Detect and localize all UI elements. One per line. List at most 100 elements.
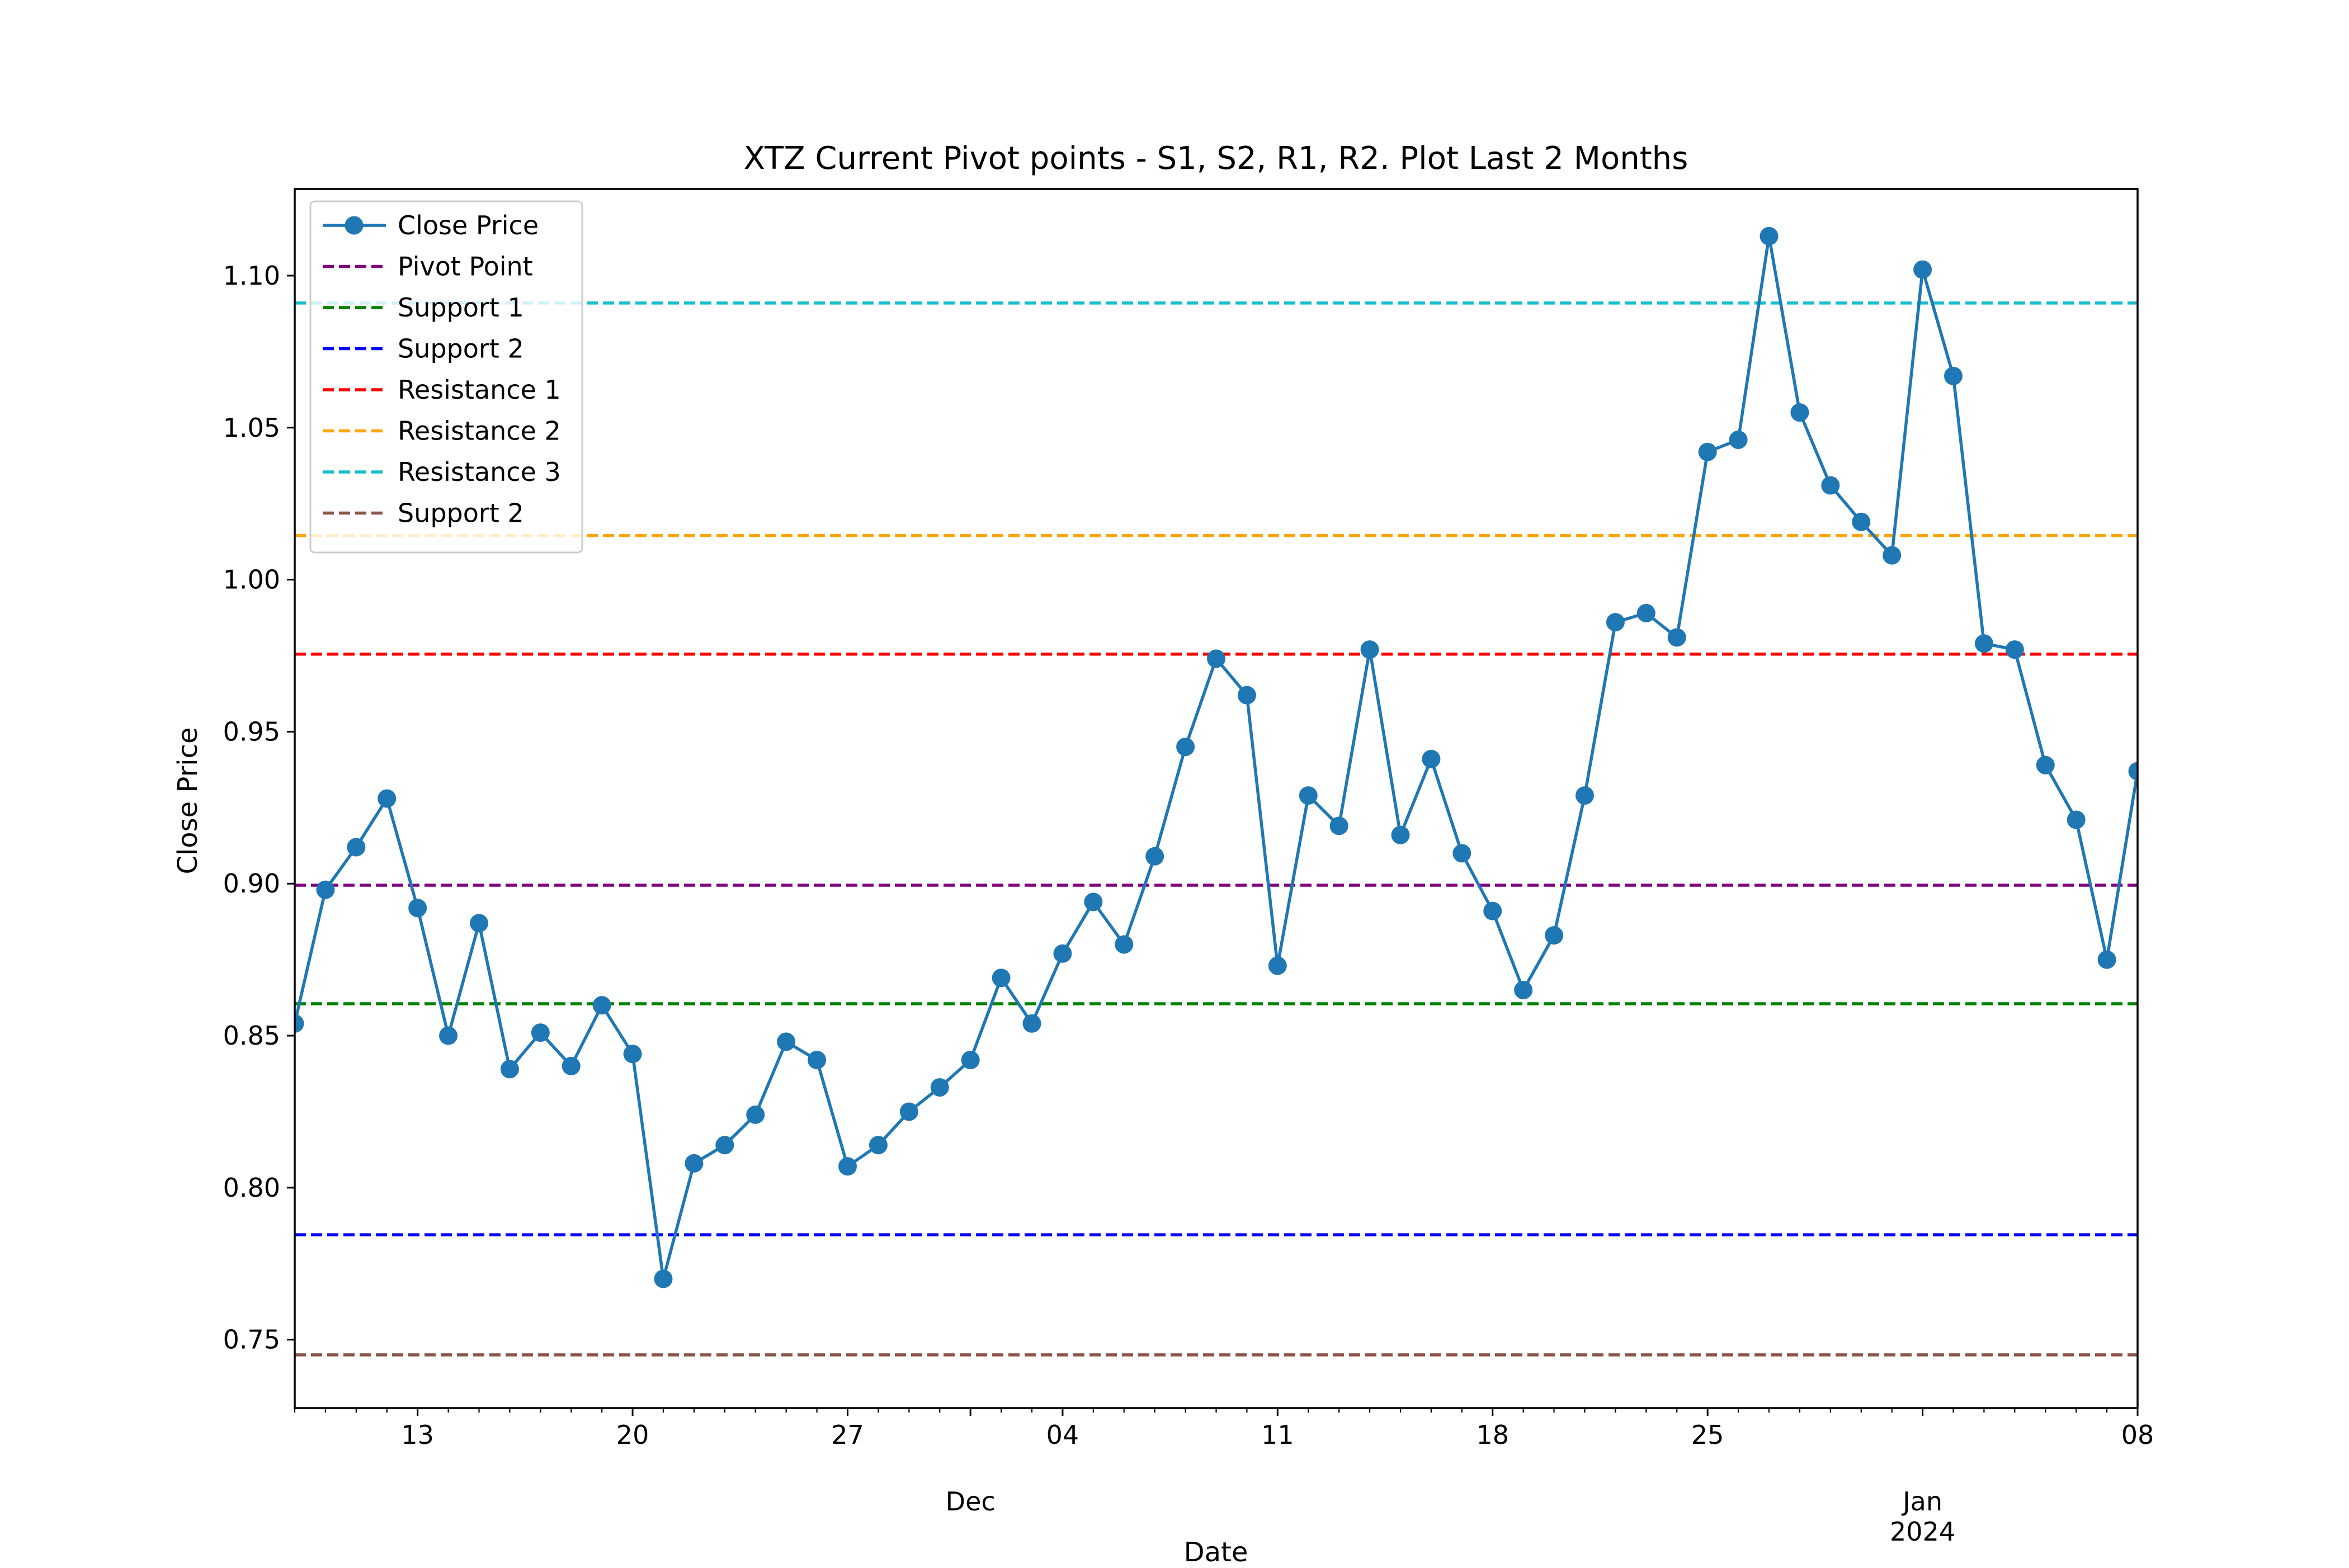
- legend-label-support-2-3: Support 2: [398, 334, 524, 364]
- x-tick-label-2023-12-18: 18: [1476, 1420, 1509, 1450]
- close-price-point-56: [2005, 640, 2024, 659]
- close-price-point-51: [1852, 512, 1871, 531]
- close-price-point-7: [500, 1060, 519, 1079]
- close-price-point-9: [562, 1056, 581, 1075]
- x-tick-label-2023-12-04: 04: [1046, 1420, 1079, 1450]
- y-tick-label-0.95: 0.95: [223, 716, 280, 747]
- close-price-point-43: [1606, 613, 1625, 632]
- x-month-label-line-1: 2024: [1890, 1517, 1955, 1547]
- close-price-point-29: [1176, 738, 1195, 757]
- close-price-point-11: [623, 1045, 642, 1064]
- plot-content: [295, 226, 2138, 1357]
- close-price-point-32: [1268, 956, 1287, 975]
- close-price-point-47: [1729, 431, 1748, 450]
- close-price-point-10: [592, 996, 611, 1015]
- x-month-label-2024-01-01: Jan 2024: [1890, 1486, 1955, 1547]
- close-price-point-30: [1207, 649, 1225, 668]
- close-price-point-34: [1329, 816, 1348, 835]
- x-tick-label-2023-11-13: 13: [401, 1420, 434, 1450]
- close-price-point-28: [1145, 847, 1164, 866]
- close-price-point-59: [2097, 950, 2116, 969]
- close-price-point-35: [1360, 640, 1379, 659]
- close-price-point-6: [470, 914, 488, 933]
- legend-label-resistance-1-4: Resistance 1: [398, 375, 561, 405]
- legend: Close Price Pivot Point Support 1 Support 2…: [309, 200, 583, 554]
- close-price-point-55: [1974, 634, 1993, 653]
- x-month-label-line-0: Jan: [1901, 1486, 1942, 1517]
- y-tick-label-1.10: 1.10: [223, 261, 280, 291]
- plot-area: [295, 226, 2138, 1357]
- close-price-point-53: [1913, 260, 1932, 279]
- x-month-label-line-0: Dec: [946, 1486, 996, 1517]
- x-axis-label: Date: [1184, 1537, 1248, 1566]
- y-tick-label-0.80: 0.80: [223, 1173, 280, 1203]
- close-price-point-42: [1576, 786, 1594, 805]
- x-tick-label-2023-11-20: 20: [616, 1420, 649, 1450]
- x-tick-label-2023-12-11: 11: [1261, 1420, 1294, 1450]
- close-price-point-14: [715, 1136, 734, 1155]
- close-price-point-1: [316, 880, 335, 899]
- x-tick-label-2024-01-08: 08: [2121, 1420, 2154, 1450]
- close-price-point-58: [2067, 810, 2086, 829]
- close-price-point-44: [1636, 603, 1655, 622]
- close-price-point-26: [1084, 892, 1103, 911]
- close-price-point-45: [1667, 628, 1686, 647]
- close-price-point-12: [654, 1269, 673, 1288]
- close-price-point-31: [1237, 686, 1256, 705]
- close-price-point-46: [1698, 442, 1717, 461]
- close-price-point-33: [1299, 786, 1318, 805]
- close-price-point-8: [531, 1023, 550, 1042]
- y-tick-label-0.85: 0.85: [223, 1021, 280, 1051]
- close-price-point-13: [685, 1154, 704, 1173]
- y-tick-label-0.75: 0.75: [223, 1325, 280, 1355]
- close-price-point-38: [1452, 844, 1471, 863]
- close-price-point-18: [838, 1157, 857, 1176]
- close-price-point-0: [295, 1014, 304, 1033]
- close-price-point-49: [1790, 403, 1809, 422]
- close-price-point-24: [1022, 1014, 1041, 1033]
- x-tick-label-2023-12-25: 25: [1691, 1420, 1724, 1450]
- close-price-point-36: [1391, 825, 1410, 844]
- close-price-point-27: [1115, 935, 1134, 954]
- close-price-point-19: [869, 1136, 888, 1155]
- legend-label-close-price-0: Close Price: [398, 210, 539, 240]
- close-price-point-5: [439, 1026, 458, 1045]
- legend-marker-close-price-0: [345, 216, 364, 235]
- close-price-point-22: [961, 1051, 980, 1070]
- close-price-point-40: [1514, 980, 1533, 999]
- close-price-point-60: [2128, 762, 2138, 781]
- legend-label-resistance-3-6: Resistance 3: [398, 457, 561, 487]
- close-price-point-52: [1883, 546, 1902, 565]
- close-price-point-2: [347, 838, 366, 857]
- y-tick-label-1.05: 1.05: [223, 413, 280, 443]
- close-price-point-48: [1760, 226, 1779, 245]
- y-tick-label-1.00: 1.00: [223, 565, 280, 595]
- x-tick-label-2023-11-27: 27: [831, 1420, 864, 1450]
- close-price-point-57: [2036, 755, 2055, 774]
- chart-title: XTZ Current Pivot points - S1, S2, R1, R…: [744, 140, 1688, 177]
- close-price-point-50: [1821, 476, 1840, 495]
- x-month-label-2023-12-01: Dec: [946, 1486, 996, 1517]
- close-price-point-25: [1053, 944, 1072, 963]
- y-axis-label: Close Price: [172, 727, 204, 874]
- close-price-point-4: [408, 899, 427, 918]
- close-price-point-54: [1944, 366, 1963, 385]
- legend-box: [309, 200, 583, 554]
- y-tick-label-0.90: 0.90: [223, 868, 280, 899]
- close-price-point-23: [992, 969, 1011, 988]
- close-price-point-41: [1545, 926, 1564, 945]
- close-price-point-20: [899, 1102, 918, 1121]
- close-price-point-21: [930, 1078, 949, 1097]
- axes: 0.75 0.80 0.85 0.90 0.95 1.00 1.05 1.10 13 20 27 04…: [223, 188, 2154, 1547]
- close-price-point-16: [777, 1032, 796, 1051]
- legend-label-support-1-2: Support 1: [398, 292, 524, 323]
- close-price-point-15: [746, 1105, 765, 1124]
- close-price-point-17: [808, 1051, 827, 1070]
- legend-label-resistance-2-5: Resistance 2: [398, 416, 561, 446]
- legend-label-support-2-7: Support 2: [398, 498, 524, 528]
- legend-label-pivot-point-1: Pivot Point: [398, 252, 533, 282]
- close-price-point-3: [378, 789, 397, 808]
- close-price-point-39: [1483, 901, 1502, 920]
